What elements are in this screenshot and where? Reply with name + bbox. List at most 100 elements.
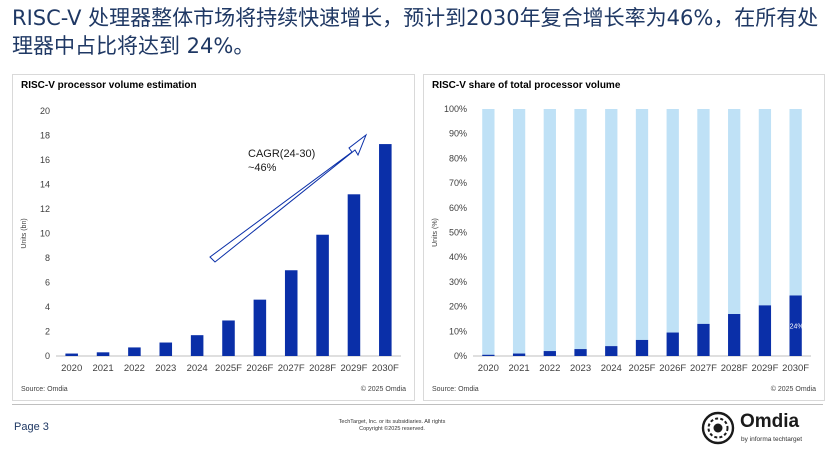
x-tick-label: 2030F <box>372 363 399 374</box>
chart-source: Source: Omdia <box>21 386 68 393</box>
y-tick-label: 50% <box>449 228 467 238</box>
bar-volume <box>379 144 392 356</box>
x-tick-label: 2028F <box>309 363 336 374</box>
chart-credit: © 2025 Omdia <box>771 385 816 393</box>
bar-riscv-share <box>512 353 526 356</box>
y-tick-label: 70% <box>449 178 467 188</box>
bar-remaining-share <box>697 109 710 324</box>
cagr-annotation-line: ~46% <box>248 162 277 174</box>
bar-riscv-share <box>758 305 772 356</box>
chart-source: Source: Omdia <box>432 386 479 393</box>
x-tick-label: 2030F <box>782 363 809 374</box>
x-tick-label: 2020 <box>61 363 82 374</box>
page-number: Page 3 <box>14 421 49 433</box>
copyright-notice: TechTarget, Inc. or its subsidiaries. Al… <box>292 419 492 433</box>
y-axis-title: Units (bn) <box>21 218 28 248</box>
y-tick-label: 4 <box>45 302 50 312</box>
chart-credit: © 2025 Omdia <box>361 385 406 393</box>
bar-volume <box>222 320 235 356</box>
y-tick-label: 20% <box>449 302 467 312</box>
share-chart-panel: RISC-V share of total processor volume 0… <box>423 74 825 401</box>
y-tick-label: 12 <box>40 204 50 214</box>
bar-remaining-share <box>758 109 772 306</box>
bar-remaining-share <box>574 109 587 350</box>
bar-riscv-share <box>666 332 679 356</box>
bar-remaining-share <box>512 109 526 354</box>
x-tick-label: 2023 <box>155 363 176 374</box>
y-tick-label: 40% <box>449 252 467 262</box>
x-tick-label: 2025F <box>629 363 656 374</box>
bar-riscv-share <box>574 349 587 356</box>
y-tick-label: 6 <box>45 278 50 288</box>
x-tick-label: 2025F <box>215 363 242 374</box>
omdia-logo-icon <box>701 411 735 445</box>
y-tick-label: 0% <box>454 351 467 361</box>
bar-riscv-share <box>728 314 741 356</box>
y-tick-label: 2 <box>45 327 50 337</box>
bar-remaining-share <box>543 109 556 352</box>
y-axis-title: Units (%) <box>432 218 439 247</box>
bar-remaining-share <box>482 109 495 355</box>
cagr-annotation-line: CAGR(24-30) <box>248 148 315 160</box>
x-tick-label: 2023 <box>570 363 591 374</box>
bar-riscv-share <box>697 323 710 356</box>
x-tick-label: 2029F <box>340 363 367 374</box>
y-tick-label: 20 <box>40 106 50 116</box>
bar-riscv-share <box>605 346 618 356</box>
bar-remaining-share <box>605 109 618 347</box>
bar-riscv-share <box>635 339 649 356</box>
bar-remaining-share <box>789 109 802 296</box>
bar-volume <box>65 353 78 356</box>
x-tick-label: 2029F <box>751 363 778 374</box>
share-chart-title: RISC-V share of total processor volume <box>432 80 621 91</box>
y-tick-label: 18 <box>40 131 50 141</box>
data-label-2030: 24% <box>790 324 804 331</box>
y-tick-label: 80% <box>449 153 467 163</box>
slide-headline: RISC-V 处理器整体市场将持续快速增长，预计到2030年复合增长率为46%，… <box>12 6 819 58</box>
bar-riscv-share <box>482 354 495 356</box>
y-tick-label: 8 <box>45 253 50 263</box>
x-tick-label: 2024 <box>601 363 622 374</box>
volume-chart-title: RISC-V processor volume estimation <box>21 80 197 91</box>
bar-remaining-share <box>728 109 741 315</box>
x-tick-label: 2020 <box>478 363 499 374</box>
x-tick-label: 2027F <box>690 363 717 374</box>
x-tick-label: 2026F <box>659 363 686 374</box>
x-tick-label: 2021 <box>509 363 530 374</box>
x-tick-label: 2022 <box>539 363 560 374</box>
bar-volume <box>128 347 141 356</box>
volume-chart: 0 2 4 6 8 10 12 14 16 18 20 Units (bn) 2020 2021 2022 2… <box>21 106 406 393</box>
copyright-line-2: Copyright ©2025 reserved. <box>359 426 425 432</box>
bar-riscv-share <box>543 351 556 356</box>
footer-divider <box>12 404 823 405</box>
y-tick-label: 16 <box>40 155 50 165</box>
bar-volume <box>316 234 329 356</box>
x-tick-label: 2022 <box>124 363 145 374</box>
bar-volume <box>253 299 267 356</box>
y-tick-label: 30% <box>449 277 467 287</box>
bar-volume <box>159 342 173 356</box>
x-tick-label: 2021 <box>92 363 113 374</box>
y-tick-label: 60% <box>449 203 467 213</box>
y-tick-label: 14 <box>40 180 50 190</box>
y-tick-label: 10% <box>449 326 467 336</box>
y-tick-label: 10 <box>40 229 50 239</box>
volume-chart-panel: RISC-V processor volume estimation 0 2 4 6 8… <box>12 74 415 401</box>
y-tick-label: 0 <box>45 351 50 361</box>
cagr-trend-arrow <box>209 133 368 263</box>
bar-remaining-share <box>666 109 679 333</box>
copyright-line-1: TechTarget, Inc. or its subsidiaries. Al… <box>338 419 446 425</box>
y-tick-label: 100% <box>444 104 467 114</box>
omdia-logo-wordmark: Omdia <box>740 411 800 432</box>
bar-volume <box>347 194 361 356</box>
bar-remaining-share <box>635 109 649 340</box>
share-chart: 0% 10% 20% 30% 40% 50% 60% 70% 80% 90% 100% Units (… <box>432 104 816 393</box>
bar-volume <box>96 352 110 356</box>
bar-volume <box>190 335 204 356</box>
x-tick-label: 2027F <box>278 363 305 374</box>
x-tick-label: 2028F <box>721 363 748 374</box>
bar-riscv-share <box>789 295 802 356</box>
bar-volume <box>284 270 298 356</box>
x-tick-label: 2026F <box>246 363 273 374</box>
y-tick-label: 90% <box>449 129 467 139</box>
